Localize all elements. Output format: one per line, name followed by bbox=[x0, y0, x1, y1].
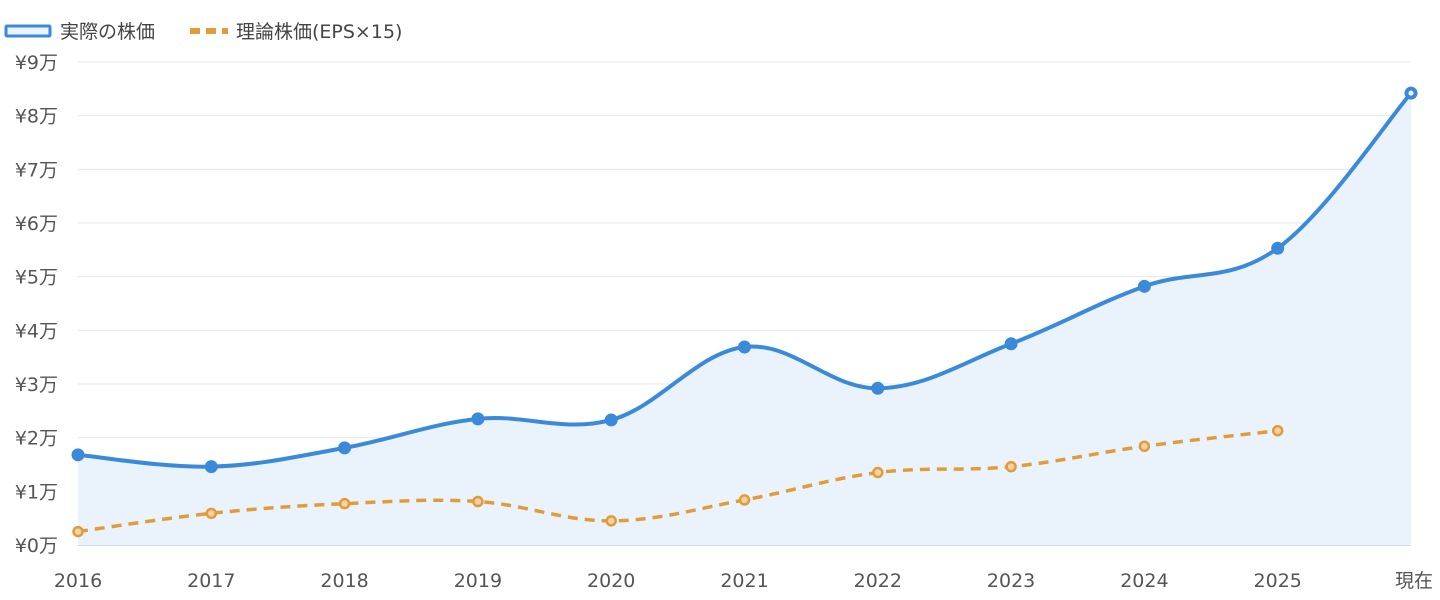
data-point-actual-price[interactable] bbox=[71, 448, 85, 462]
x-tick-label: 2020 bbox=[587, 570, 635, 592]
x-tick-label: 2017 bbox=[187, 570, 235, 592]
y-tick-label: ¥9万 bbox=[15, 52, 58, 74]
y-tick-label: ¥7万 bbox=[15, 159, 58, 181]
x-tick-label: 現在 bbox=[1395, 570, 1433, 592]
data-point-theoretical-price[interactable] bbox=[1005, 460, 1017, 473]
x-tick-label: 2024 bbox=[1120, 570, 1168, 592]
x-tick-label: 2022 bbox=[854, 570, 902, 592]
x-tick-label: 2025 bbox=[1254, 570, 1302, 592]
data-point-actual-price[interactable] bbox=[204, 460, 218, 474]
x-tick-label: 2019 bbox=[454, 570, 502, 592]
y-axis-ticks: ¥0万 ¥1万 ¥2万 ¥3万 ¥4万 ¥5万 ¥6万 ¥7万 ¥8万 ¥9万 bbox=[15, 52, 58, 557]
data-point-actual-price[interactable] bbox=[604, 413, 618, 427]
data-point-actual-price[interactable] bbox=[738, 340, 751, 354]
data-point-highlight bbox=[1408, 90, 1414, 96]
data-point-theoretical-price[interactable] bbox=[872, 466, 884, 479]
data-point-theoretical-price[interactable] bbox=[205, 507, 218, 520]
series-line-theoretical-price bbox=[77, 428, 1278, 534]
x-axis-ticks: 2016 2017 2018 2019 2020 2021 2022 2023 2024 2025… bbox=[54, 570, 1433, 592]
legend-label-theoretical-price: 理論株価(EPS×15) bbox=[236, 21, 402, 43]
legend-item-actual-price[interactable]: 実際の株価 bbox=[4, 21, 155, 43]
data-point-theoretical-price[interactable] bbox=[72, 525, 84, 538]
data-point-theoretical-price[interactable] bbox=[1138, 440, 1151, 453]
legend-label-actual-price: 実際の株価 bbox=[60, 21, 155, 43]
legend-item-theoretical-price[interactable]: 理論株価(EPS×15) bbox=[190, 21, 402, 43]
y-tick-label: ¥2万 bbox=[15, 428, 58, 450]
x-tick-label: 2021 bbox=[720, 570, 768, 592]
series-line-actual-price bbox=[76, 91, 1413, 469]
series-area-actual-price bbox=[78, 93, 1411, 546]
data-point-theoretical-price[interactable] bbox=[1271, 424, 1284, 437]
y-tick-label: ¥1万 bbox=[15, 481, 58, 503]
y-tick-label: ¥4万 bbox=[15, 320, 58, 342]
y-tick-label: ¥6万 bbox=[15, 213, 58, 235]
data-point-actual-price[interactable] bbox=[871, 381, 885, 395]
y-tick-label: ¥3万 bbox=[15, 374, 58, 396]
x-tick-label: 2018 bbox=[320, 570, 368, 592]
data-point-actual-price[interactable] bbox=[1271, 241, 1285, 255]
series-layer bbox=[71, 86, 1418, 546]
data-point-actual-price[interactable] bbox=[338, 441, 352, 455]
y-tick-label: ¥0万 bbox=[15, 535, 58, 557]
y-tick-label: ¥8万 bbox=[15, 106, 58, 128]
data-point-theoretical-price[interactable] bbox=[338, 497, 351, 510]
data-point-actual-price[interactable] bbox=[1137, 279, 1151, 293]
x-tick-label: 2016 bbox=[54, 570, 102, 592]
data-point-actual-price[interactable] bbox=[471, 412, 485, 426]
data-point-theoretical-price[interactable] bbox=[472, 495, 484, 508]
y-tick-label: ¥5万 bbox=[15, 267, 58, 289]
legend-swatch-actual-price bbox=[4, 24, 52, 38]
legend: 実際の株価 理論株価(EPS×15) bbox=[4, 21, 402, 43]
x-tick-label: 2023 bbox=[987, 570, 1035, 592]
data-point-actual-price[interactable] bbox=[1004, 337, 1018, 351]
data-point-theoretical-price[interactable] bbox=[605, 515, 617, 527]
data-point-theoretical-price[interactable] bbox=[738, 494, 751, 506]
